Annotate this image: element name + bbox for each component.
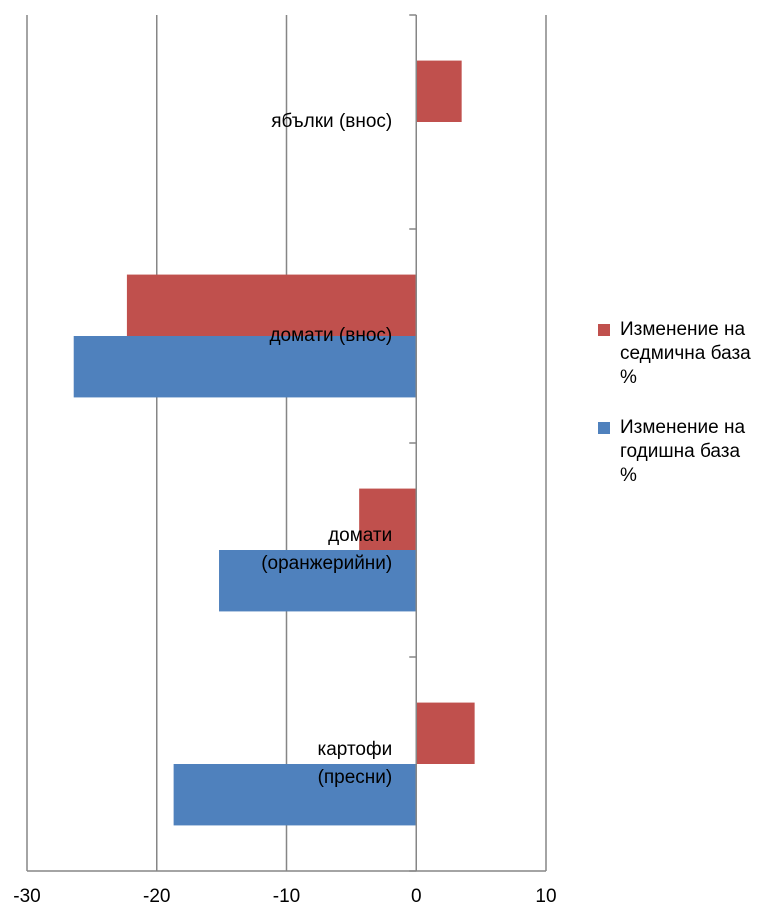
x-tick-label: 0 (411, 886, 422, 907)
grid-lines (26, 15, 547, 871)
legend-label-yearly-line2: годишна база (620, 441, 741, 462)
legend-label-yearly-line1: Изменение на (620, 417, 746, 438)
bar (416, 702, 475, 764)
bar (73, 336, 417, 398)
x-tick-label: -30 (13, 886, 40, 907)
legend: Изменение на седмична база % Изменение н… (598, 318, 768, 514)
legend-label-weekly-line3: % (620, 367, 637, 388)
bar (126, 274, 417, 336)
legend-swatch-yearly (598, 422, 610, 434)
x-tick-label: 10 (535, 886, 556, 907)
category-label: картофи (пресни) (318, 739, 393, 788)
category-label: домати (внос) (269, 325, 392, 346)
x-tick-label: -20 (143, 886, 170, 907)
bar-chart: ябълки (внос) домати (внос) домати (оранжер… (13, 14, 557, 907)
bar (173, 764, 417, 826)
bar (359, 488, 417, 550)
legend-swatch-weekly (598, 324, 610, 336)
category-label: домати (оранжерийни) (261, 525, 392, 574)
legend-item-weekly: Изменение на седмична база % (598, 318, 768, 390)
category-label: ябълки (внос) (271, 111, 392, 132)
tick-labels: -30 -20 -10 0 10 (13, 886, 556, 907)
legend-label-yearly-line3: % (620, 465, 637, 486)
value-axis (27, 14, 546, 872)
legend-label-weekly-line2: седмична база (620, 343, 751, 364)
x-tick-label: -10 (273, 886, 300, 907)
bars (73, 60, 475, 826)
category-labels: ябълки (внос) домати (внос) домати (оранжер… (261, 111, 392, 788)
bar (219, 550, 417, 612)
bar (416, 60, 462, 122)
legend-item-yearly: Изменение на годишна база % (598, 416, 768, 488)
legend-label-weekly-line1: Изменение на (620, 319, 746, 340)
